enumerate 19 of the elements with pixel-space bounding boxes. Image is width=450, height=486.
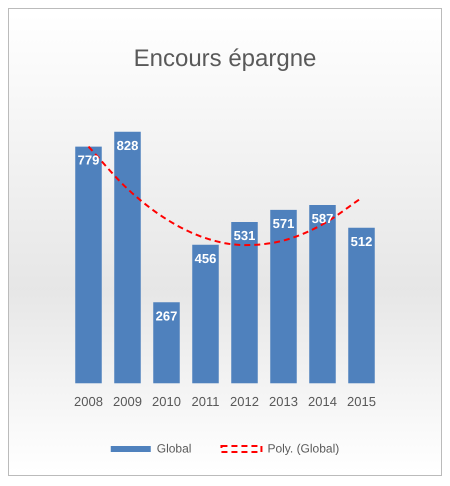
data-label: 571 [272, 216, 294, 231]
x-tick-label: 2008 [74, 394, 103, 409]
legend-label: Global [156, 441, 192, 456]
x-tick-label: 2011 [192, 394, 220, 409]
data-label: 267 [156, 308, 178, 324]
x-tick-label: 2010 [152, 394, 181, 409]
data-label: 779 [78, 152, 100, 168]
data-label: 531 [234, 228, 256, 244]
x-tick-label: 2012 [230, 394, 259, 409]
x-tick-label: 2013 [269, 394, 298, 409]
data-label: 587 [312, 211, 334, 226]
x-tick-label: 2009 [113, 394, 142, 409]
legend-label: Poly. (Global) [267, 441, 340, 456]
data-label: 456 [194, 250, 216, 266]
x-tick-label: 2015 [347, 394, 376, 409]
data-label: 828 [116, 138, 138, 153]
x-tick-label: 2014 [308, 394, 337, 409]
chart-title: Encours épargne [134, 45, 316, 72]
data-label: 512 [350, 234, 372, 249]
